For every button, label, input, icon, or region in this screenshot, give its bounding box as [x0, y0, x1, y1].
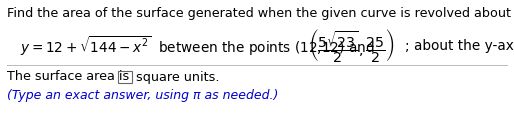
Text: The surface area is: The surface area is	[7, 71, 129, 83]
Text: Find the area of the surface generated when the given curve is revolved about th: Find the area of the surface generated w…	[7, 7, 514, 20]
Text: $\left(\dfrac{5\sqrt{23}}{2},\dfrac{25}{2}\right)$: $\left(\dfrac{5\sqrt{23}}{2},\dfrac{25}{…	[308, 27, 395, 65]
Text: square units.: square units.	[136, 71, 219, 83]
FancyBboxPatch shape	[118, 71, 132, 83]
Text: (Type an exact answer, using π as needed.): (Type an exact answer, using π as needed…	[7, 88, 279, 102]
Text: $y = 12 + \sqrt{144 - x^2}$  between the points (12,12) and: $y = 12 + \sqrt{144 - x^2}$ between the …	[20, 34, 375, 58]
Text: ; about the y-axis: ; about the y-axis	[405, 39, 514, 53]
